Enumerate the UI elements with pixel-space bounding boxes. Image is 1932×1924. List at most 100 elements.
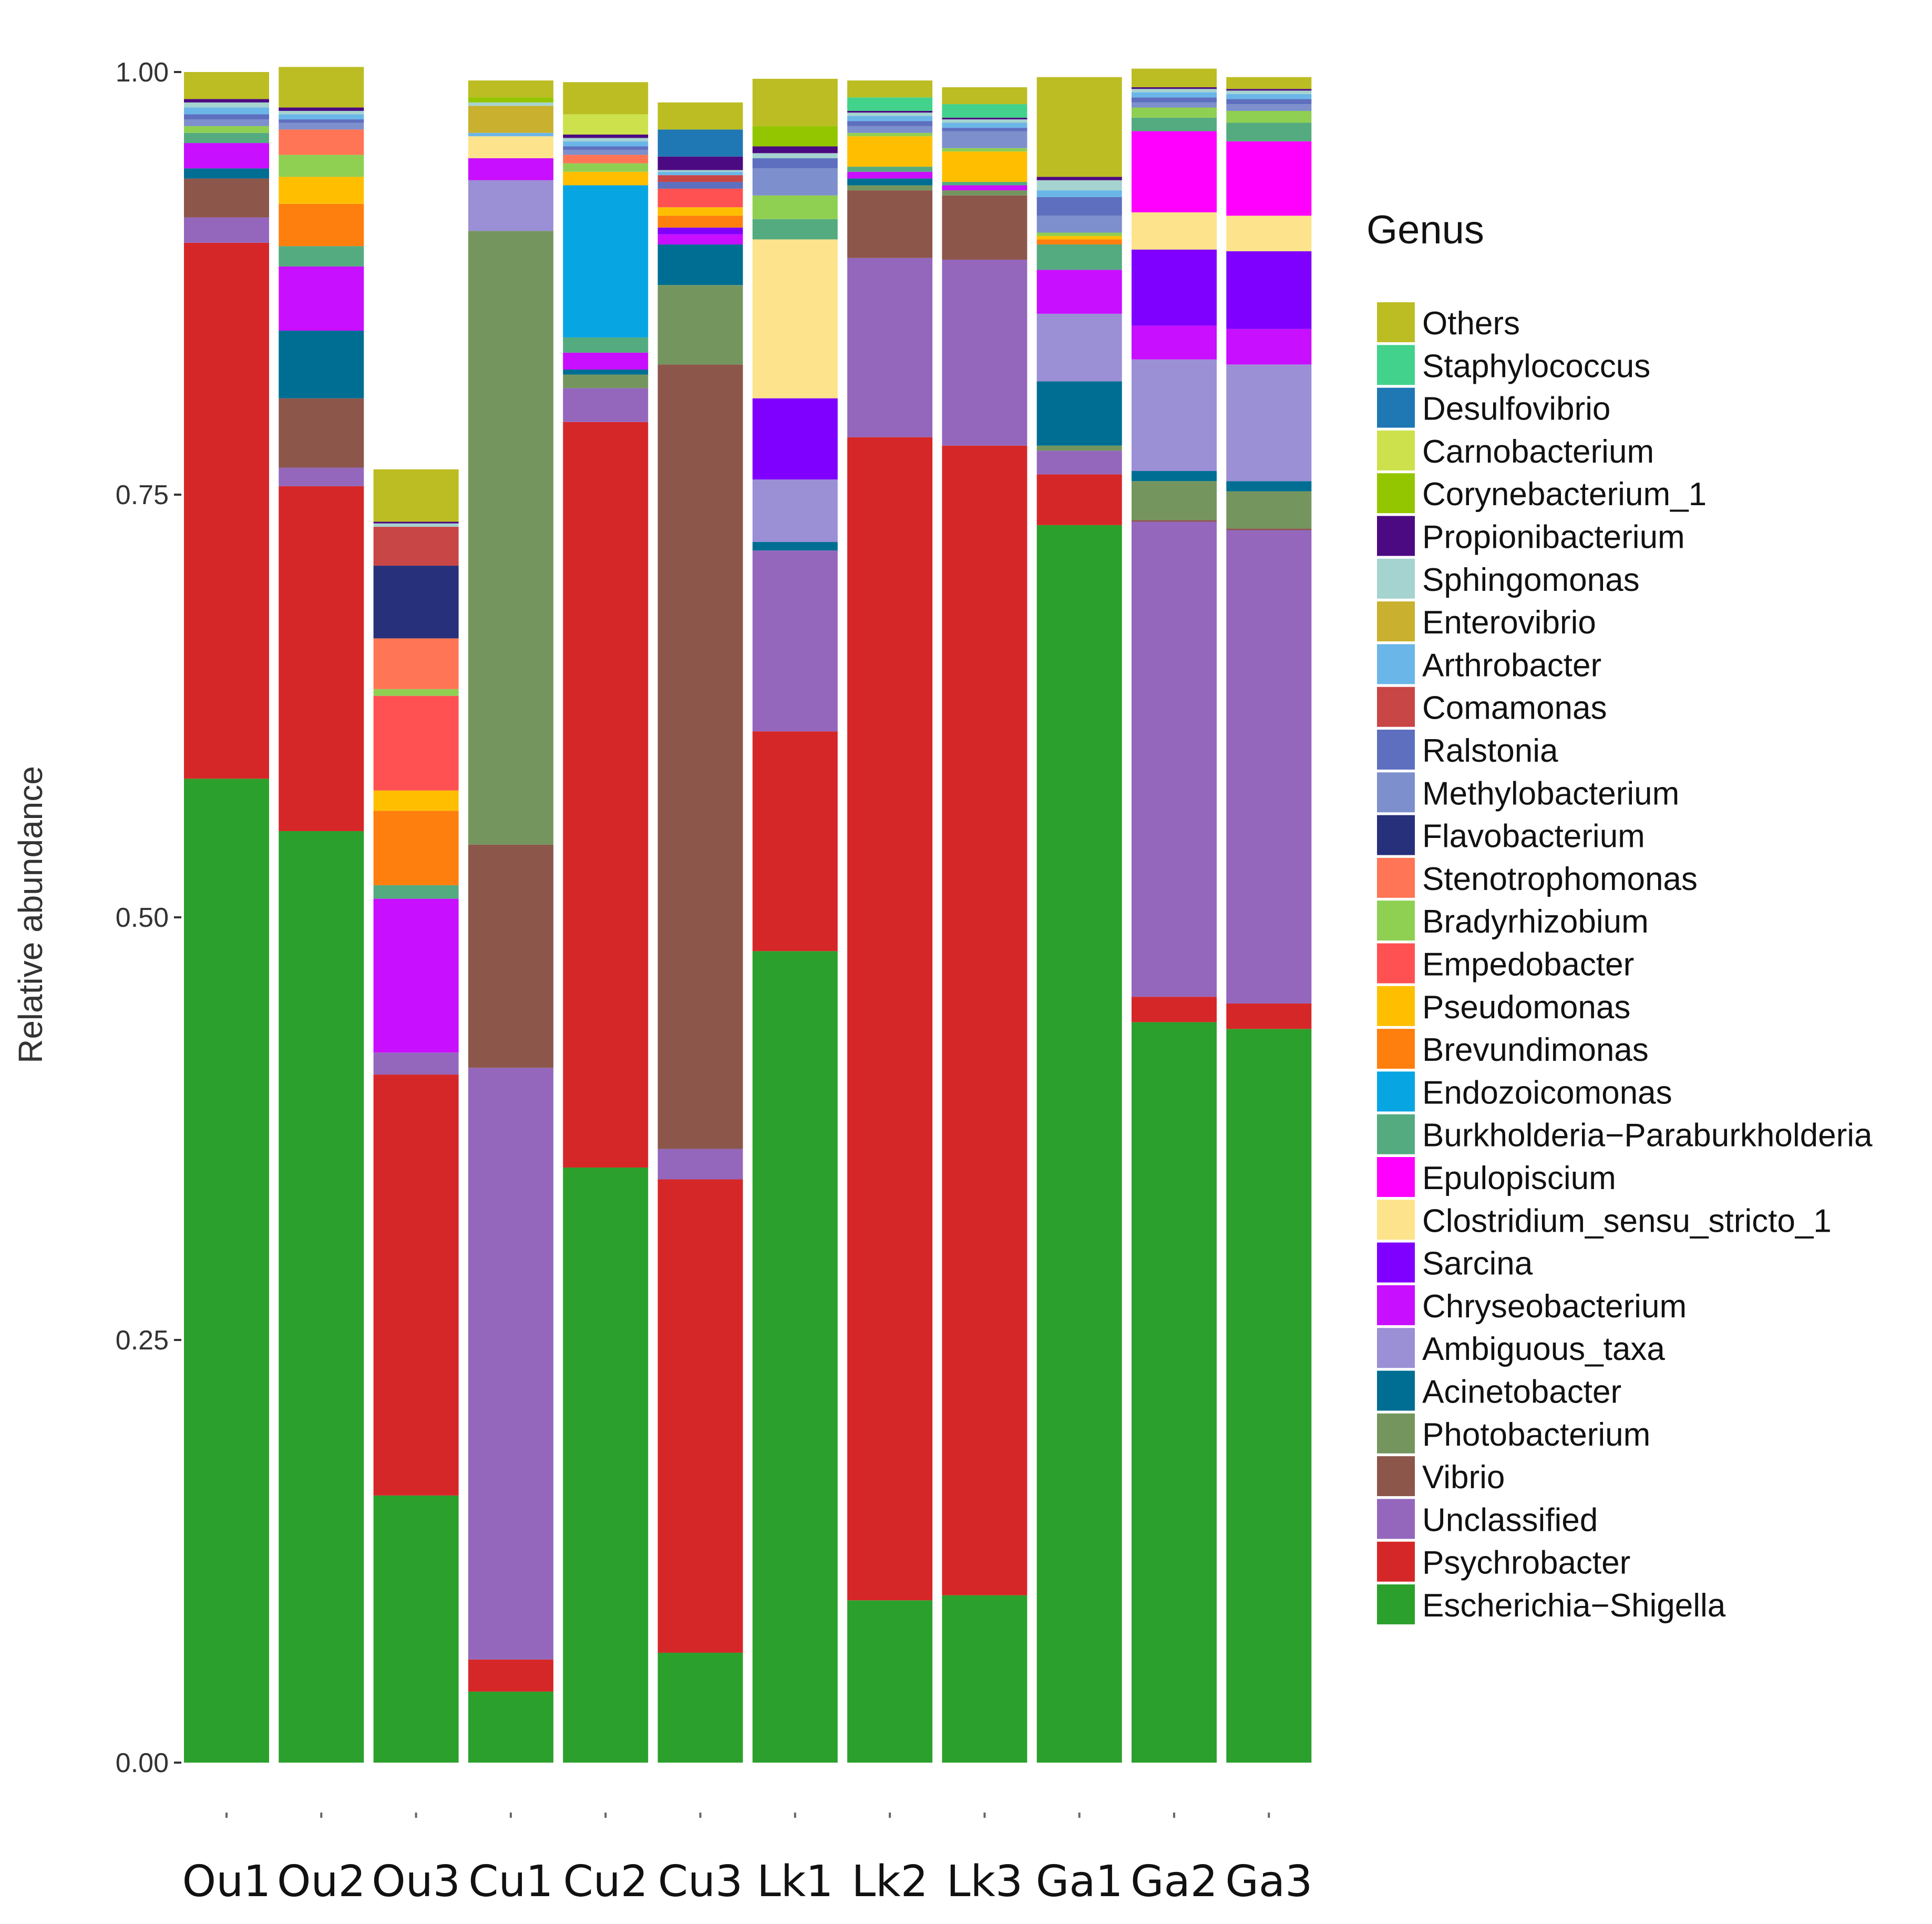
bar-segment <box>847 80 933 98</box>
bar-segment <box>942 87 1027 105</box>
bar-segment <box>847 110 933 113</box>
bar-segment <box>563 114 649 135</box>
bar-segment <box>468 136 553 159</box>
bar-segment <box>373 527 459 566</box>
bar-segment <box>1132 131 1217 212</box>
bar-segment <box>1036 451 1122 475</box>
legend-label: Photobacterium <box>1422 1417 1650 1453</box>
legend-label: Staphylococcus <box>1422 348 1650 384</box>
bar-segment <box>563 422 649 1168</box>
y-tick-label: 1.00 <box>116 57 169 88</box>
legend-key <box>1377 1114 1415 1154</box>
legend-item: Sarcina <box>1377 1242 1533 1283</box>
legend-label: Stenotrophomonas <box>1422 861 1698 897</box>
legend-key <box>1377 1370 1415 1411</box>
legend-key <box>1377 558 1415 599</box>
bar-segment <box>1036 236 1122 240</box>
bar-segment <box>942 190 1027 196</box>
bar-segment <box>942 259 1027 446</box>
legend-key <box>1377 986 1415 1026</box>
x-tick-label: Ga1 <box>1036 1857 1123 1907</box>
plot-area: 0.00 0.25 0.50 0.75 1.00 Ou1 Ou2 Ou3 Cu1 Cu2 Cu3 L… <box>116 57 1313 1907</box>
bar-segment <box>1132 87 1217 89</box>
legend-item: Propionibacterium <box>1377 516 1685 556</box>
bar-segment <box>1132 520 1217 522</box>
bar-segment <box>752 78 838 126</box>
bar-segment <box>942 151 1027 182</box>
bar-segment <box>752 195 838 219</box>
legend-item: Clostridium_sensu_stricto_1 <box>1377 1200 1832 1240</box>
bar-segment <box>468 1068 553 1660</box>
legend-label: Endozoicomonas <box>1422 1074 1672 1111</box>
bar-segment <box>942 182 1027 186</box>
legend-label: Desulfovibrio <box>1422 391 1610 427</box>
bar-segment <box>657 1652 743 1763</box>
bar-segment <box>1036 177 1122 180</box>
legend-label: Flavobacterium <box>1422 818 1645 855</box>
bar-segment <box>657 129 743 157</box>
bar-segment <box>1036 474 1122 525</box>
bar-segment <box>1226 329 1312 365</box>
bar-segment <box>1132 117 1217 131</box>
bar-segment <box>752 951 838 1763</box>
bar-segment <box>468 158 553 180</box>
bar-segment <box>373 790 459 811</box>
bar-segment <box>563 337 649 353</box>
bar-segment <box>1226 528 1312 530</box>
bar-segment <box>184 242 269 779</box>
bar-segment <box>1226 104 1312 111</box>
legend-key <box>1377 601 1415 642</box>
legend-label: Chryseobacterium <box>1422 1288 1687 1325</box>
bar-segment <box>184 107 269 115</box>
bar-segment <box>1036 216 1122 233</box>
bar-segment <box>1132 102 1217 108</box>
legend-key <box>1377 430 1415 470</box>
y-axis-label: Relative abundance <box>12 766 49 1063</box>
bar-segment <box>1036 77 1122 177</box>
bar-segment <box>1132 1022 1217 1763</box>
bar-segment <box>752 731 838 951</box>
bar-segment <box>373 566 459 639</box>
bar-segment <box>847 126 933 133</box>
bar-stack-cu1 <box>468 80 553 1763</box>
bar-segment <box>468 844 553 1068</box>
x-tick-label: Ou1 <box>182 1857 271 1907</box>
bar-stack-lk3 <box>942 87 1027 1763</box>
bar-segment <box>279 831 364 1763</box>
bar-segment <box>1226 77 1312 89</box>
bar-segment <box>657 285 743 365</box>
x-tick-label: Cu2 <box>563 1857 648 1907</box>
bar-segment <box>563 163 649 172</box>
bar-segment <box>1226 491 1312 529</box>
bar-segment <box>279 177 364 204</box>
legend-key <box>1377 1584 1415 1624</box>
legend-label: Empedobacter <box>1422 947 1634 983</box>
bar-segment <box>563 1167 649 1763</box>
bar-segment <box>1132 359 1217 471</box>
bar-segment <box>1132 68 1217 87</box>
legend-item: Carnobacterium <box>1377 430 1654 470</box>
bar-segment <box>1226 89 1312 91</box>
bar-segment <box>279 67 364 108</box>
bar-segment <box>279 486 364 831</box>
legend-label: Epulopiscium <box>1422 1160 1616 1196</box>
bar-stack-ou2 <box>279 67 364 1763</box>
legend-item: Pseudomonas <box>1377 986 1630 1026</box>
legend-key <box>1377 900 1415 941</box>
bar-segment <box>373 638 459 689</box>
bar-segment <box>657 1149 743 1180</box>
bar-segment <box>279 119 364 123</box>
bar-segment <box>184 132 269 144</box>
legend-item: Enterovibrio <box>1377 601 1596 642</box>
bar-segment <box>563 171 649 186</box>
bar-segment <box>752 153 838 159</box>
y-tick-label: 0.75 <box>116 480 169 510</box>
legend-item: Burkholderia−Paraburkholderia <box>1377 1114 1873 1154</box>
legend-label: Clostridium_sensu_stricto_1 <box>1422 1203 1832 1239</box>
legend-item: Empedobacter <box>1377 943 1634 984</box>
bar-segment <box>1226 94 1312 99</box>
bar-segment <box>184 779 269 1763</box>
legend-label: Escherichia−Shigella <box>1422 1588 1726 1624</box>
bar-segment <box>942 122 1027 128</box>
legend-key <box>1377 1413 1415 1454</box>
